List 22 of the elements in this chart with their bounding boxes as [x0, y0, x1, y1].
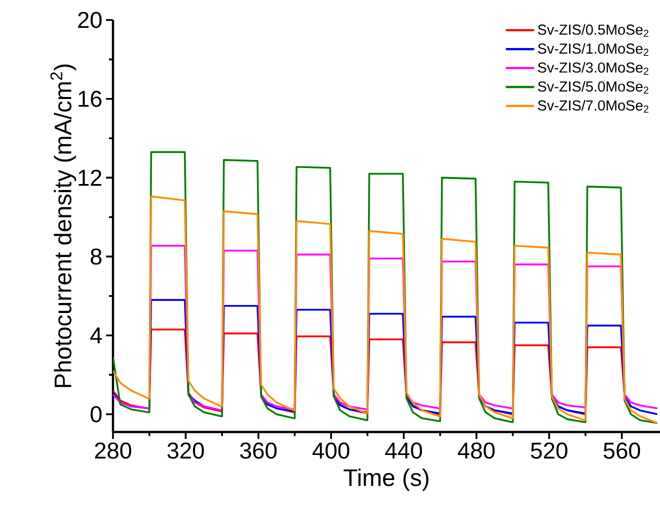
y-tick-label: 8: [90, 248, 102, 265]
legend-label: Sv-ZIS/1.0MoSe$_{2}$: [538, 43, 648, 56]
legend-label: Sv-ZIS/3.0MoSe$_{2}$: [538, 62, 648, 75]
legend-label: Sv-ZIS/7.0MoSe$_{2}$: [538, 100, 648, 113]
y-tick-label: 0: [90, 406, 102, 422]
x-tick-label: 440: [385, 442, 422, 459]
x-tick-label: 280: [95, 442, 132, 459]
x-tick-label: 520: [530, 442, 568, 459]
legend-label: Sv-ZIS/0.5MoSe$_{2}$: [538, 24, 648, 37]
line-series: [113, 196, 658, 424]
y-axis-title: Photocurrent density (mA/cm$^{2}$): [50, 64, 76, 388]
y-tick-label: 4: [90, 328, 102, 344]
x-tick-label: 480: [458, 442, 495, 459]
x-axis-title: Time (s): [344, 468, 428, 491]
x-tick-label: 320: [167, 442, 204, 459]
legend-label: Sv-ZIS/5.0MoSe$_{2}$: [538, 81, 648, 94]
y-tick-label: 20: [78, 12, 102, 28]
x-tick-label: 560: [604, 442, 640, 459]
x-tick-label: 360: [240, 442, 277, 459]
y-tick-label: 12: [78, 170, 102, 186]
y-tick-label: 16: [78, 90, 102, 107]
x-tick-label: 400: [312, 442, 350, 459]
